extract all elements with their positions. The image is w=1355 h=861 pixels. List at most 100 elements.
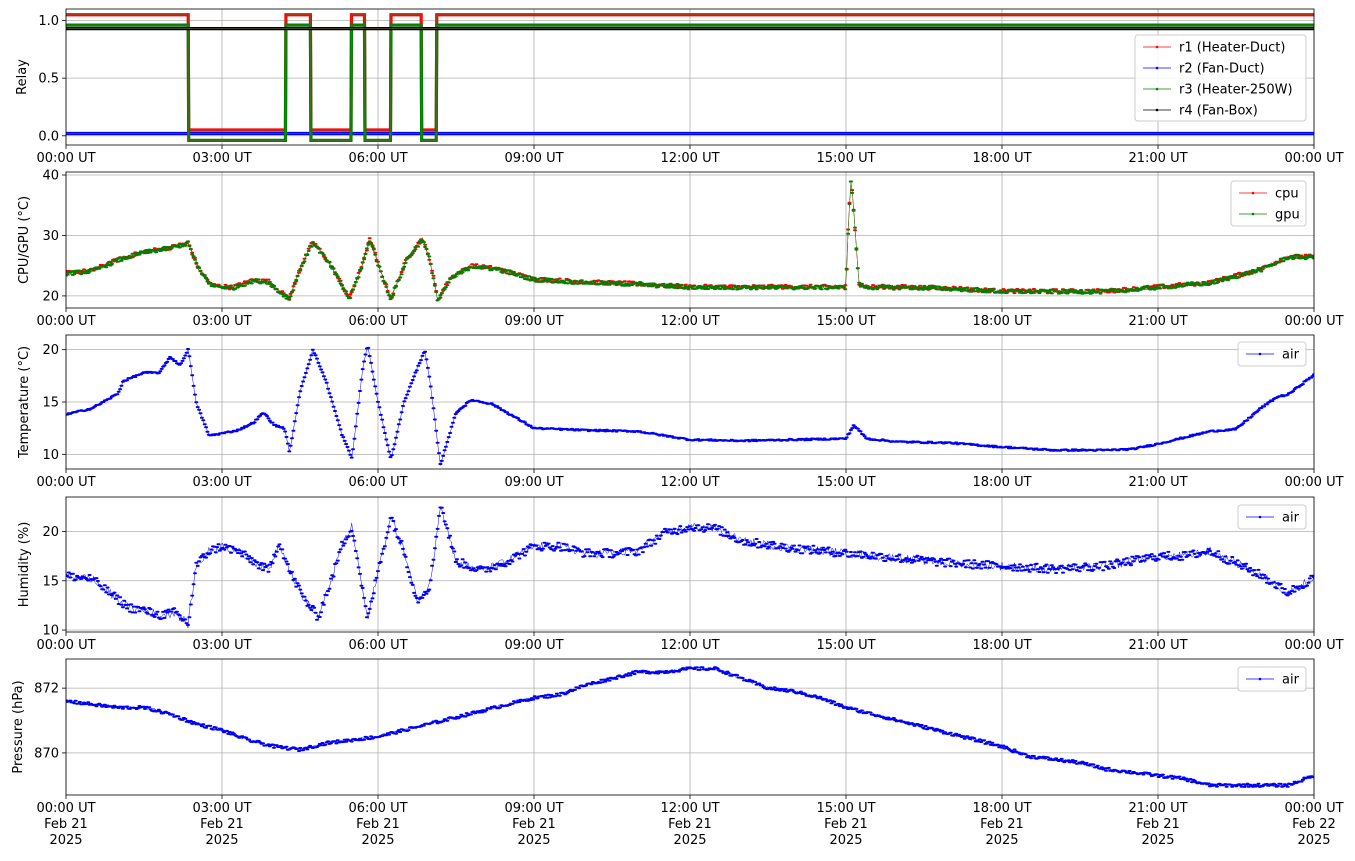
relay-transition <box>66 24 1314 141</box>
legend: air <box>1237 666 1307 692</box>
x-tick-label: Feb 21 <box>200 817 244 832</box>
y-tick-label: 0.5 <box>38 72 59 87</box>
legend-box <box>1134 34 1307 122</box>
plot-area <box>66 506 1314 629</box>
legend-marker <box>1155 66 1159 70</box>
x-tick-label: 12:00 UT <box>660 151 719 166</box>
plot-area <box>66 13 1314 142</box>
panel-4: 00:00 UT 03:00 UT 06:00 UT 09:00 UT 12:00 UT… <box>17 496 1344 653</box>
x-tick-label: 21:00 UT <box>1128 801 1187 816</box>
x-tick-label: 15:00 UT <box>816 801 875 816</box>
relay-transition <box>66 14 1314 131</box>
x-tick-label: 09:00 UT <box>504 151 563 166</box>
x-tick-label: 06:00 UT <box>348 475 407 490</box>
x-tick-label: Feb 21 <box>980 817 1024 832</box>
x-tick-label: 00:00 UT <box>36 475 95 490</box>
x-tick-label: 03:00 UT <box>192 314 251 329</box>
x-tick-label: 2025 <box>673 833 706 848</box>
x-tick-label: 03:00 UT <box>192 475 251 490</box>
legend-marker <box>1155 45 1159 49</box>
legend: cpu gpu <box>1230 180 1307 227</box>
y-axis-label: Pressure (hPa) <box>11 680 26 773</box>
legend-marker <box>1251 212 1255 216</box>
x-tick-label: 2025 <box>829 833 862 848</box>
x-tick-label: 18:00 UT <box>972 314 1031 329</box>
x-tick-label: 15:00 UT <box>816 475 875 490</box>
x-tick-label: 00:00 UT <box>36 314 95 329</box>
x-tick-label: 00:00 UT <box>36 638 95 653</box>
x-tick-label: 18:00 UT <box>972 801 1031 816</box>
series-points <box>66 346 1314 465</box>
x-tick-label: 12:00 UT <box>660 475 719 490</box>
x-tick-label: 03:00 UT <box>192 151 251 166</box>
x-tick-label: 03:00 UT <box>192 801 251 816</box>
series-air <box>66 666 1314 788</box>
x-tick-label: 21:00 UT <box>1128 151 1187 166</box>
legend-marker <box>1251 191 1255 195</box>
legend: r1 (Heater-Duct) r2 (Fan-Duct) r3 (Heater-… <box>1134 34 1307 122</box>
plot-area <box>66 346 1314 466</box>
y-tick-label: 0.0 <box>38 129 59 144</box>
y-tick-label: 15 <box>42 574 59 589</box>
x-tick-label: 00:00 UT <box>36 151 95 166</box>
x-tick-label: Feb 21 <box>356 817 400 832</box>
y-tick-label: 870 <box>34 746 59 761</box>
y-axis-label: Humidity (%) <box>17 522 32 608</box>
x-tick-label: 12:00 UT <box>660 801 719 816</box>
x-tick-label: 00:00 UT <box>1284 801 1343 816</box>
x-tick-label: 12:00 UT <box>660 314 719 329</box>
x-tick-label: 09:00 UT <box>504 475 563 490</box>
series-r3-heater-250w- <box>66 23 1314 142</box>
x-tick-label: 09:00 UT <box>504 638 563 653</box>
panel-3: 00:00 UT 03:00 UT 06:00 UT 09:00 UT 12:00 UT… <box>17 334 1344 490</box>
legend: air <box>1237 504 1307 530</box>
y-axis-label: Relay <box>15 59 30 95</box>
x-tick-label: 06:00 UT <box>348 151 407 166</box>
x-tick-label: 03:00 UT <box>192 638 251 653</box>
x-tick-label: 2025 <box>205 833 238 848</box>
y-tick-label: 10 <box>42 448 59 463</box>
x-tick-label: 06:00 UT <box>348 801 407 816</box>
x-tick-label: 2025 <box>1297 833 1330 848</box>
legend-marker <box>1258 515 1262 519</box>
legend-label: air <box>1282 348 1300 363</box>
y-tick-label: 20 <box>42 289 59 304</box>
y-tick-label: 1.0 <box>38 14 59 29</box>
legend-label: r1 (Heater-Duct) <box>1179 41 1285 56</box>
x-tick-label: 2025 <box>517 833 550 848</box>
y-axis-label: CPU/GPU (°C) <box>17 196 32 284</box>
legend-label: r2 (Fan-Duct) <box>1179 62 1265 77</box>
legend-label: cpu <box>1275 187 1299 202</box>
y-axis-label: Temperature (°C) <box>17 346 32 459</box>
x-tick-label: Feb 21 <box>824 817 868 832</box>
x-tick-label: 00:00 UT <box>1284 638 1343 653</box>
x-tick-label: Feb 22 <box>1292 817 1336 832</box>
legend-marker <box>1258 352 1262 356</box>
x-tick-label: 12:00 UT <box>660 638 719 653</box>
x-tick-label: Feb 21 <box>668 817 712 832</box>
x-tick-label: 00:00 UT <box>36 801 95 816</box>
x-tick-label: 21:00 UT <box>1128 314 1187 329</box>
x-tick-label: 2025 <box>1141 833 1174 848</box>
panel-1: 00:00 UT 03:00 UT 06:00 UT 09:00 UT 12:00 UT… <box>15 8 1344 166</box>
x-tick-label: 15:00 UT <box>816 638 875 653</box>
x-tick-label: 09:00 UT <box>504 314 563 329</box>
x-tick-label: 09:00 UT <box>504 801 563 816</box>
series-r1-heater-duct- <box>66 13 1314 132</box>
x-tick-label: 21:00 UT <box>1128 475 1187 490</box>
legend-marker <box>1155 87 1159 91</box>
series-points <box>66 180 1314 302</box>
y-tick-label: 30 <box>42 229 59 244</box>
legend-label: air <box>1282 511 1300 526</box>
legend-label: r3 (Heater-250W) <box>1179 83 1293 98</box>
plot-area <box>66 180 1314 302</box>
series-air <box>66 346 1314 466</box>
x-tick-label: Feb 21 <box>44 817 88 832</box>
x-tick-label: 15:00 UT <box>816 151 875 166</box>
legend: air <box>1237 341 1307 367</box>
x-tick-label: 00:00 UT <box>1284 475 1343 490</box>
y-tick-label: 15 <box>42 396 59 411</box>
legend-marker <box>1258 677 1262 681</box>
x-tick-label: 00:00 UT <box>1284 151 1343 166</box>
